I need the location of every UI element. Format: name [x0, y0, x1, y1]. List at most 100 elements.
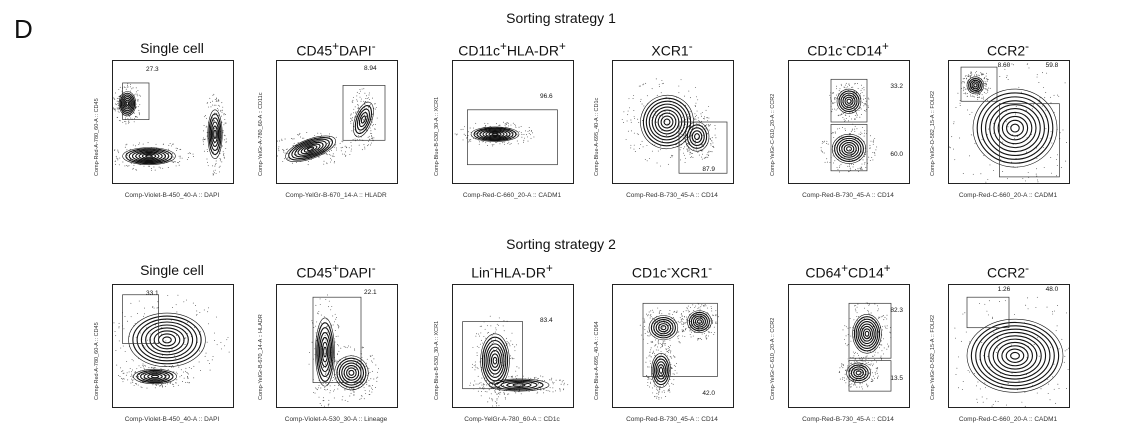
event-dot	[657, 150, 659, 152]
event-dot	[207, 311, 209, 313]
event-dot	[132, 369, 134, 371]
event-dot	[332, 324, 334, 326]
event-dot	[117, 103, 119, 104]
event-dot	[874, 154, 876, 156]
event-dot	[658, 397, 660, 398]
event-dot	[339, 142, 341, 144]
event-dot	[851, 383, 853, 385]
event-dot	[215, 100, 217, 102]
event-dot	[856, 360, 858, 362]
event-dot	[176, 334, 177, 336]
event-dot	[308, 363, 310, 365]
event-dot	[492, 145, 494, 147]
event-dot	[351, 101, 353, 103]
event-dot	[708, 117, 710, 119]
event-dot	[652, 350, 654, 352]
event-dot	[709, 138, 711, 140]
event-dot	[129, 86, 131, 88]
event-dot	[299, 136, 301, 138]
event-dot	[696, 110, 698, 112]
event-dot	[989, 366, 991, 368]
event-dot	[368, 94, 370, 96]
event-dot	[215, 160, 217, 162]
event-dot	[1043, 87, 1045, 88]
event-dot	[647, 379, 649, 381]
event-dot	[841, 138, 843, 140]
event-dot	[867, 97, 869, 99]
event-dot	[140, 386, 142, 388]
event-dot	[686, 307, 688, 309]
event-dot	[820, 149, 822, 151]
event-dot	[694, 117, 696, 119]
event-dot	[671, 357, 673, 359]
event-dot	[327, 143, 329, 144]
event-dot	[660, 92, 662, 94]
event-dot	[645, 361, 647, 363]
event-dot	[669, 349, 670, 351]
event-dot	[668, 351, 670, 353]
event-dot	[335, 362, 337, 364]
event-dot	[823, 141, 825, 143]
event-dot	[868, 304, 870, 306]
event-dot	[869, 147, 871, 149]
event-dot	[1056, 94, 1058, 96]
event-dot	[649, 354, 651, 356]
event-dot	[139, 374, 140, 375]
event-dot	[282, 160, 284, 162]
event-dot	[991, 317, 993, 319]
event-dot	[212, 356, 214, 358]
event-dot	[343, 153, 345, 155]
event-dot	[284, 138, 286, 140]
contour-line	[348, 369, 355, 376]
event-dot	[356, 100, 358, 102]
event-dot	[504, 123, 506, 125]
event-dot	[169, 382, 171, 384]
event-dot	[132, 360, 134, 362]
event-dot	[132, 375, 134, 377]
event-dot	[872, 143, 874, 145]
event-dot	[649, 378, 651, 380]
contour-line	[354, 105, 373, 135]
event-dot	[135, 116, 136, 118]
event-dot	[868, 311, 869, 313]
event-dot	[678, 335, 680, 337]
event-dot	[503, 121, 504, 123]
event-dot	[976, 74, 978, 76]
event-dot	[518, 391, 520, 393]
event-dot	[697, 338, 699, 340]
event-dot	[214, 114, 216, 116]
event-dot	[965, 75, 967, 76]
contour-line	[687, 310, 712, 333]
event-dot	[997, 401, 999, 402]
event-dot	[202, 141, 204, 143]
event-dot	[176, 150, 178, 151]
event-dot	[488, 397, 490, 399]
event-dot	[540, 389, 542, 391]
event-dot	[862, 126, 864, 128]
event-dot	[374, 108, 376, 110]
event-dot	[678, 92, 680, 94]
event-dot	[869, 144, 871, 146]
event-dot	[496, 394, 498, 395]
event-dot	[509, 143, 511, 145]
event-dot	[501, 142, 503, 144]
event-dot	[966, 95, 968, 97]
contour-line	[132, 315, 202, 365]
density-plot	[820, 78, 878, 173]
event-dot	[844, 120, 846, 122]
event-dot	[371, 132, 373, 134]
event-dot	[964, 92, 966, 94]
event-dot	[852, 351, 854, 353]
event-dot	[959, 105, 961, 106]
event-dot	[493, 144, 495, 146]
event-dot	[168, 152, 169, 154]
event-dot	[643, 318, 645, 320]
event-dot	[887, 343, 889, 345]
event-dot	[865, 104, 867, 106]
event-dot	[487, 401, 489, 403]
gate-percentage: 87.9	[702, 165, 716, 173]
event-dot	[364, 92, 366, 94]
event-dot	[505, 344, 507, 346]
event-dot	[367, 136, 369, 138]
event-dot	[654, 385, 656, 387]
